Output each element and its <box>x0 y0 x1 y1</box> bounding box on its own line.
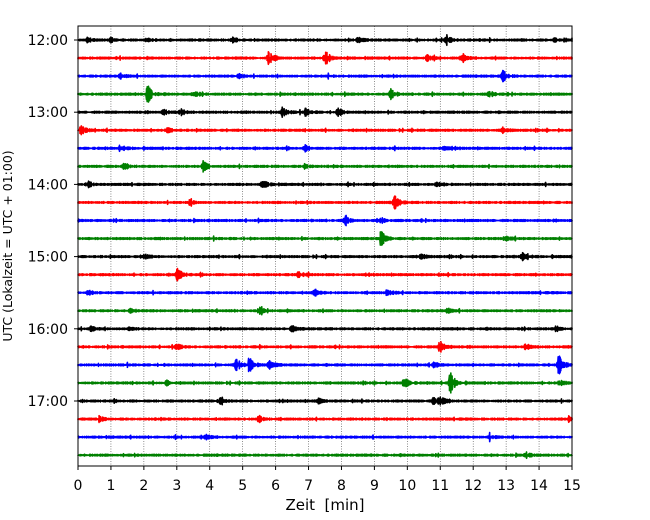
trace-line <box>77 251 573 262</box>
trace-line <box>77 396 573 406</box>
trace-line <box>77 355 573 375</box>
trace-line <box>77 451 573 460</box>
trace-line <box>77 340 573 353</box>
trace-line <box>77 143 573 153</box>
trace-line <box>77 180 573 189</box>
trace-line <box>77 50 573 66</box>
y-tick-label: 12:00 <box>28 33 68 49</box>
x-tick-label: 7 <box>304 478 313 494</box>
y-axis-ticks: 12:00 13:00 14:00 15:00 16:00 17:00 <box>28 33 78 410</box>
y-tick-label: 14:00 <box>28 177 68 193</box>
trace-line <box>77 231 573 246</box>
x-tick-label: 3 <box>172 478 181 494</box>
trace-line <box>77 69 573 83</box>
trace-line <box>77 195 573 210</box>
trace-line <box>77 159 573 173</box>
y-tick-label: 15:00 <box>28 250 68 266</box>
x-tick-label: 10 <box>398 478 416 494</box>
trace-line <box>77 325 573 333</box>
x-tick-label: 14 <box>530 478 548 494</box>
trace-line <box>77 372 573 394</box>
trace-line <box>77 33 573 47</box>
seismogram-traces <box>77 33 573 460</box>
trace-line <box>77 305 573 316</box>
trace-line <box>77 288 573 297</box>
x-tick-label: 5 <box>238 478 247 494</box>
y-tick-label: 17:00 <box>28 394 68 410</box>
x-tick-label: 1 <box>106 478 115 494</box>
trace-line <box>77 85 573 103</box>
x-tick-label: 11 <box>431 478 449 494</box>
x-tick-label: 12 <box>464 478 482 494</box>
x-tick-label: 0 <box>74 478 83 494</box>
trace-line <box>77 414 573 424</box>
y-axis-label: UTC (Lokalzeit = UTC + 01:00) <box>0 150 15 341</box>
trace-line <box>77 431 573 443</box>
x-tick-label: 9 <box>370 478 379 494</box>
trace-line <box>77 125 573 136</box>
plot-frame <box>77 25 573 467</box>
x-tick-label: 2 <box>139 478 148 494</box>
y-tick-label: 16:00 <box>28 322 68 338</box>
x-tick-label: 4 <box>205 478 214 494</box>
x-tick-label: 6 <box>271 478 280 494</box>
y-tick-label: 13:00 <box>28 105 68 121</box>
x-tick-label: 8 <box>337 478 346 494</box>
trace-line <box>77 106 573 119</box>
x-tick-label: 13 <box>497 478 515 494</box>
trace-line <box>77 214 573 227</box>
x-axis-ticks: 0 1 2 3 4 5 6 7 8 9 10 11 12 13 14 15 <box>74 466 581 494</box>
grid-lines <box>110 26 540 466</box>
trace-line <box>77 267 573 282</box>
x-tick-label: 15 <box>563 478 581 494</box>
x-axis-label: Zeit [min] <box>285 496 364 514</box>
